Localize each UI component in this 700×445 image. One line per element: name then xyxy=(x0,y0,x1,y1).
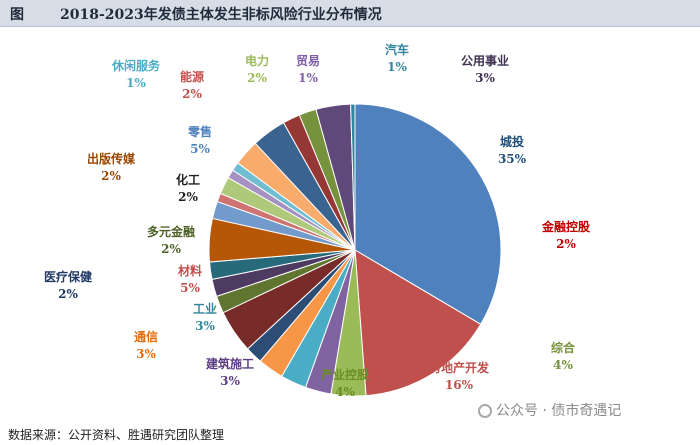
slice-percent-0: 35% xyxy=(498,152,527,166)
slice-name-4: 工业 xyxy=(193,301,217,316)
slice-percent-15: 1% xyxy=(298,71,318,85)
slice-name-10: 出版传媒 xyxy=(87,151,136,166)
slice-label-6: 医疗保健 2% xyxy=(44,269,93,301)
pie-slice-1 xyxy=(354,249,482,397)
slice-name-11: 零售 xyxy=(187,124,212,139)
slice-percent-1: 16% xyxy=(445,378,474,392)
slice-percent-7: 5% xyxy=(180,281,200,295)
slice-name-0: 城投 xyxy=(500,134,524,149)
slice-label-10: 出版传媒 2% xyxy=(87,151,136,183)
figure-number: 图 xyxy=(10,7,24,23)
slice-label-18: 综合 4% xyxy=(551,340,576,372)
slice-label-3: 建筑施工 3% xyxy=(205,356,254,388)
figure-title: 2018-2023年发债主体发生非标风险行业分布情况 xyxy=(60,7,382,23)
slice-label-12: 能源 2% xyxy=(180,69,204,101)
pie-chart: 城投 35% 房地产开发 16% 产业控股 4% 建筑施工 3% 工业 3% 通信 3% 医疗保健 2% 材… xyxy=(44,42,591,399)
watermark: 公众号 · 债市奇遇记 xyxy=(478,400,621,420)
source-note: 数据来源：公开资料、胜遇研究团队整理 xyxy=(8,428,225,442)
slice-label-8: 多元金融 2% xyxy=(147,224,195,256)
slice-name-15: 贸易 xyxy=(296,53,320,68)
slice-percent-10: 2% xyxy=(101,169,121,183)
slice-name-7: 材料 xyxy=(177,263,202,278)
slice-label-19: 金融控股 2% xyxy=(541,219,591,251)
slice-name-5: 通信 xyxy=(134,329,158,344)
slice-name-2: 产业控股 xyxy=(321,367,370,382)
slice-name-19: 金融控股 xyxy=(541,219,591,234)
slice-name-17: 公用事业 xyxy=(461,53,509,68)
slice-name-1: 房地产开发 xyxy=(429,360,490,375)
slice-percent-6: 2% xyxy=(58,287,78,301)
slice-percent-9: 2% xyxy=(178,190,198,204)
slice-percent-17: 3% xyxy=(475,71,495,85)
slice-label-0: 城投 35% xyxy=(498,134,527,166)
slice-name-6: 医疗保健 xyxy=(44,269,93,284)
figure-title-bar: 图 2018-2023年发债主体发生非标风险行业分布情况 xyxy=(0,0,700,27)
slice-name-18: 综合 xyxy=(551,340,576,355)
slice-label-14: 电力 2% xyxy=(245,53,269,85)
slice-percent-5: 3% xyxy=(136,347,156,361)
pie-labels: 城投 35% 房地产开发 16% 产业控股 4% 建筑施工 3% 工业 3% 通信 3% 医疗保健 2% 材… xyxy=(44,42,591,399)
slice-label-1: 房地产开发 16% xyxy=(429,360,490,392)
slice-name-9: 化工 xyxy=(176,172,200,187)
slice-percent-12: 2% xyxy=(182,87,202,101)
slice-name-13: 休闲服务 xyxy=(111,58,161,73)
slice-name-8: 多元金融 xyxy=(147,224,195,239)
pie-slice-0 xyxy=(354,103,502,325)
slice-label-11: 零售 5% xyxy=(187,124,212,156)
slice-percent-4: 3% xyxy=(195,319,215,333)
slice-label-7: 材料 5% xyxy=(177,263,202,295)
slice-percent-16: 1% xyxy=(387,60,407,74)
slice-percent-2: 4% xyxy=(335,385,355,399)
watermark-text: 公众号 · 债市奇遇记 xyxy=(496,403,622,419)
slice-label-13: 休闲服务 1% xyxy=(111,58,161,90)
slice-percent-19: 2% xyxy=(556,237,576,251)
slice-percent-8: 2% xyxy=(161,242,181,256)
slice-label-9: 化工 2% xyxy=(176,172,200,204)
slice-name-14: 电力 xyxy=(245,53,269,68)
wechat-icon xyxy=(478,404,492,418)
slice-percent-3: 3% xyxy=(220,374,240,388)
slice-name-12: 能源 xyxy=(180,69,204,84)
slice-label-16: 汽车 1% xyxy=(385,42,409,74)
pie-slices xyxy=(208,103,502,397)
pie-slice-22 xyxy=(350,103,356,251)
slice-percent-14: 2% xyxy=(247,71,267,85)
slice-name-3: 建筑施工 xyxy=(205,356,254,371)
slice-label-2: 产业控股 4% xyxy=(321,367,370,399)
slice-label-15: 贸易 1% xyxy=(296,53,320,85)
slice-label-4: 工业 3% xyxy=(193,301,217,333)
slice-label-17: 公用事业 3% xyxy=(461,53,509,85)
slice-label-5: 通信 3% xyxy=(134,329,158,361)
slice-percent-11: 5% xyxy=(190,142,210,156)
slice-percent-18: 4% xyxy=(553,358,573,372)
slice-percent-13: 1% xyxy=(126,76,146,90)
slice-name-16: 汽车 xyxy=(385,42,409,57)
